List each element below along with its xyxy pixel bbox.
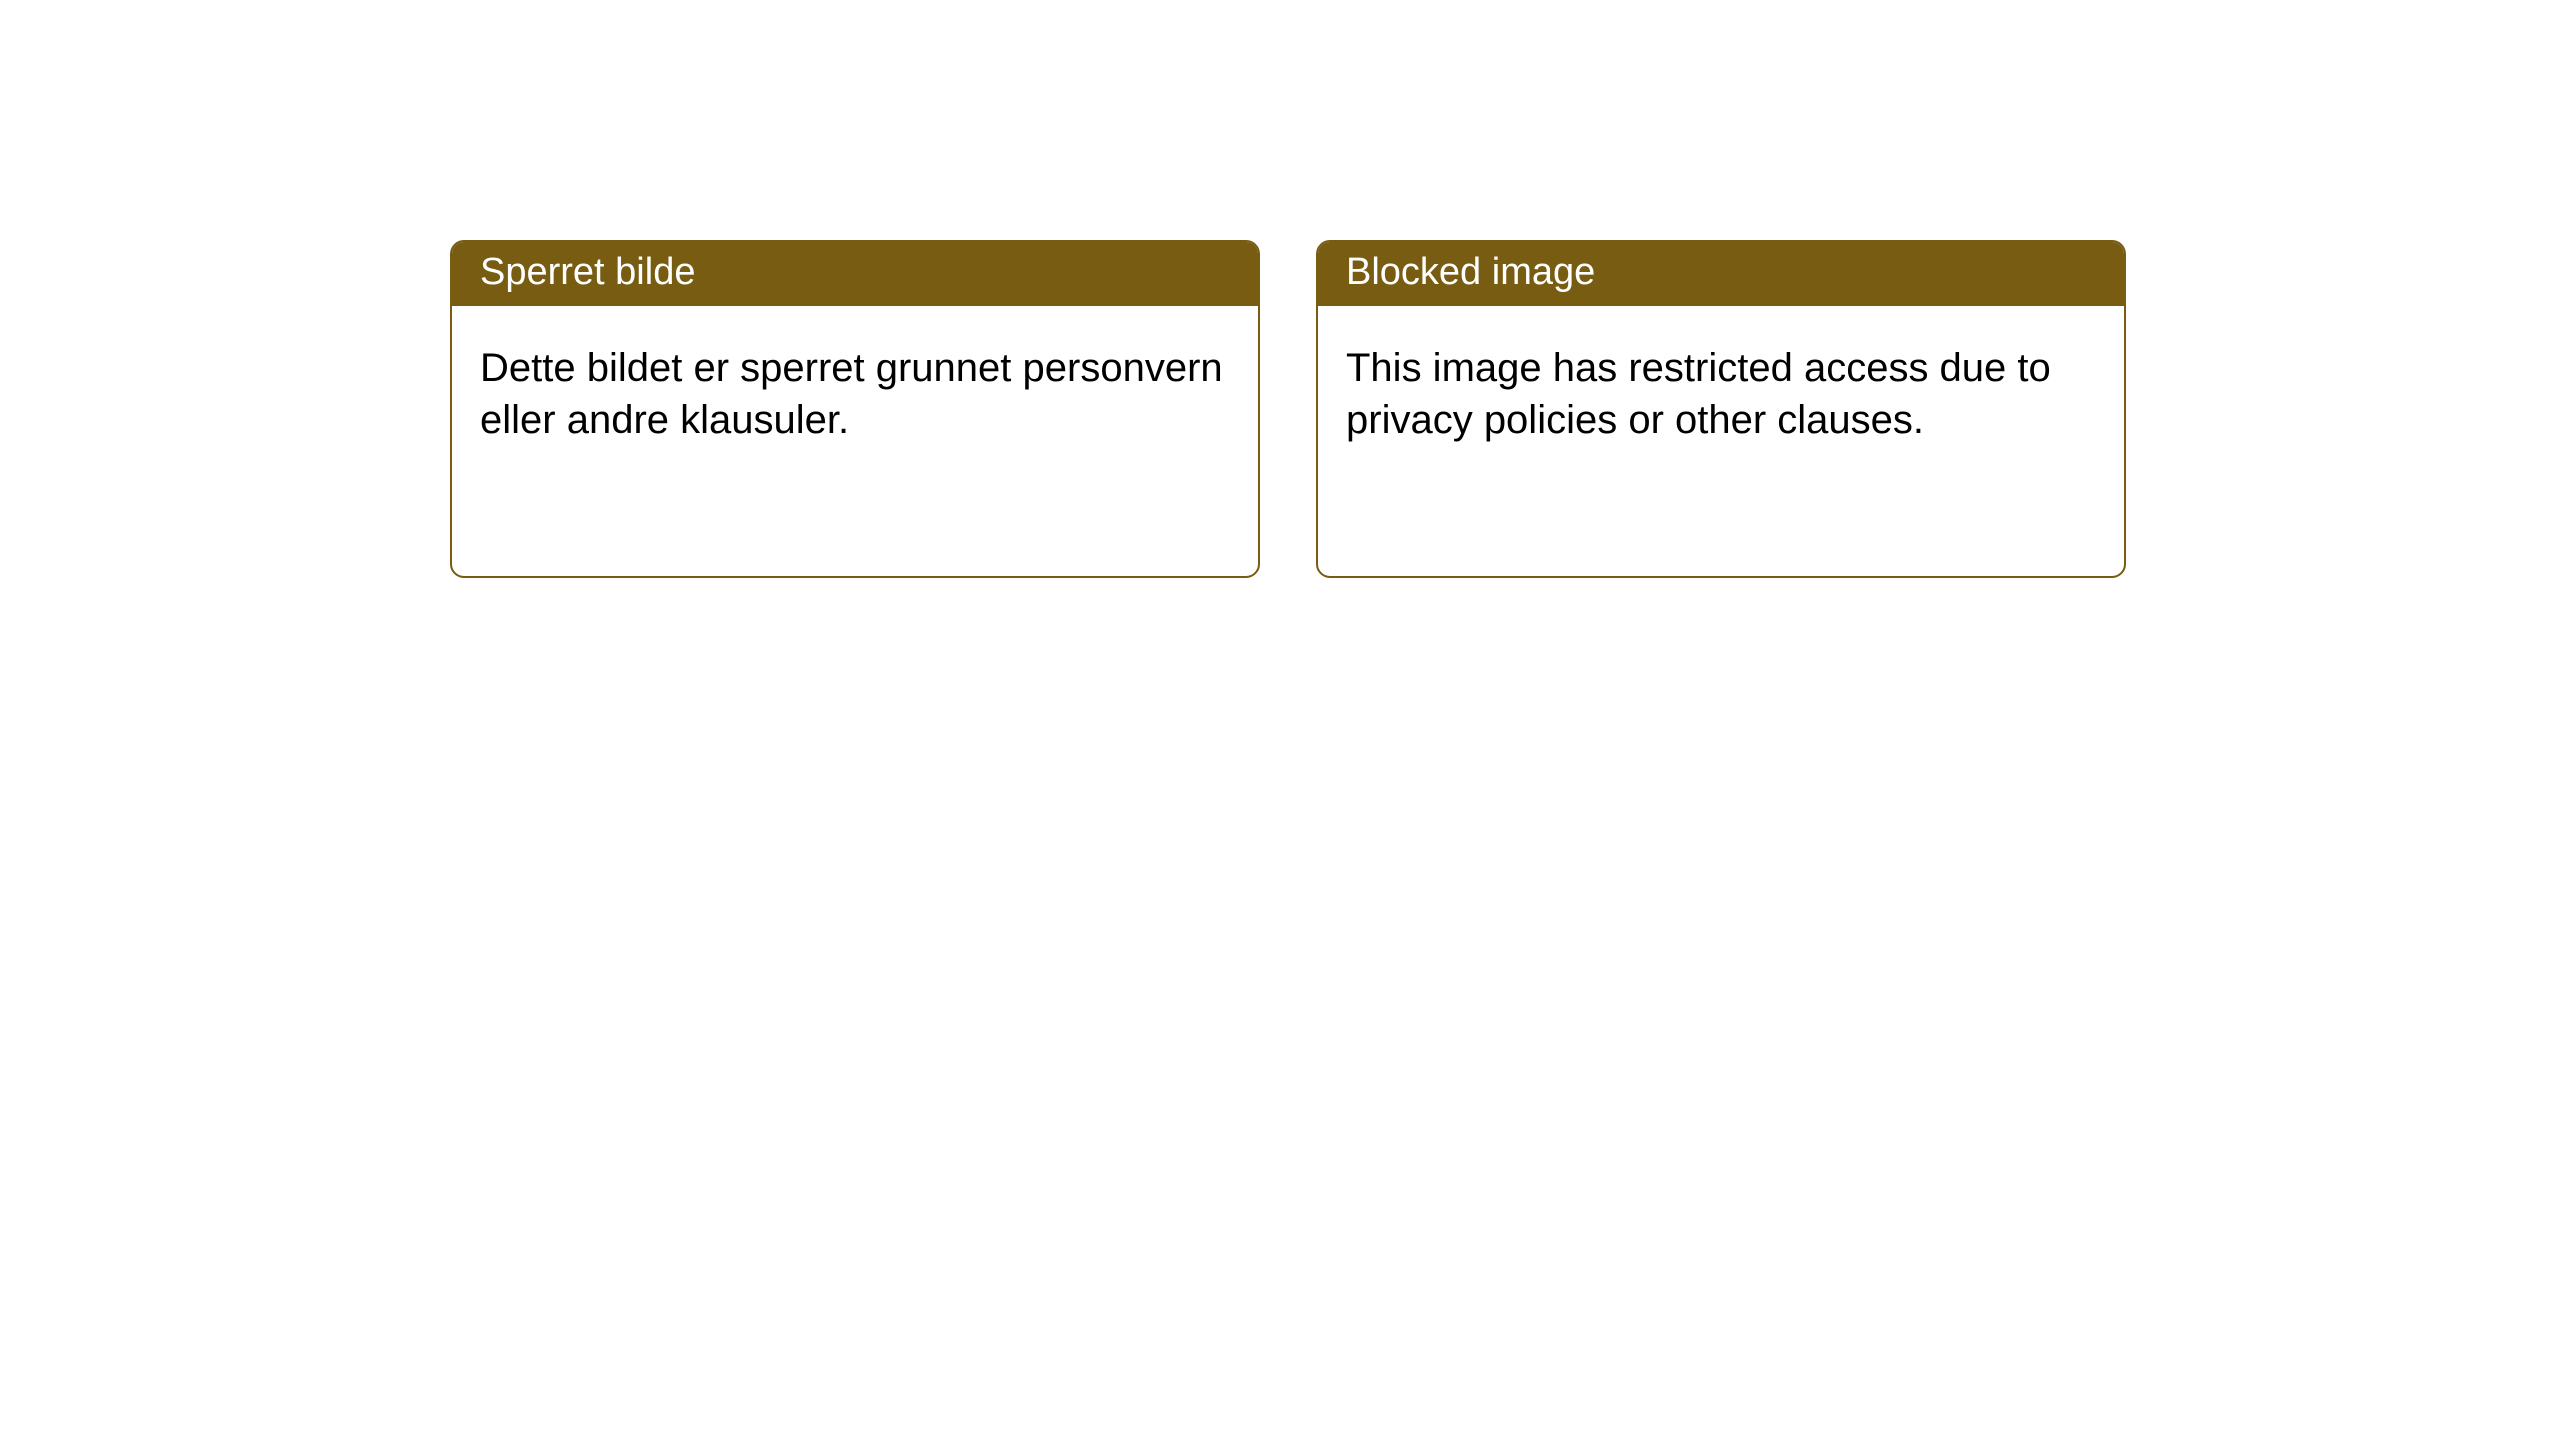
card-title: Sperret bilde: [480, 251, 695, 293]
card-body: This image has restricted access due to …: [1318, 306, 2124, 482]
blocked-image-card-no: Sperret bilde Dette bildet er sperret gr…: [450, 240, 1260, 578]
card-header: Sperret bilde: [452, 242, 1258, 306]
card-title: Blocked image: [1346, 251, 1595, 293]
card-body: Dette bildet er sperret grunnet personve…: [452, 306, 1258, 482]
card-body-text: This image has restricted access due to …: [1346, 346, 2051, 442]
card-body-text: Dette bildet er sperret grunnet personve…: [480, 346, 1223, 442]
card-header: Blocked image: [1318, 242, 2124, 306]
notice-container: Sperret bilde Dette bildet er sperret gr…: [0, 0, 2560, 578]
blocked-image-card-en: Blocked image This image has restricted …: [1316, 240, 2126, 578]
